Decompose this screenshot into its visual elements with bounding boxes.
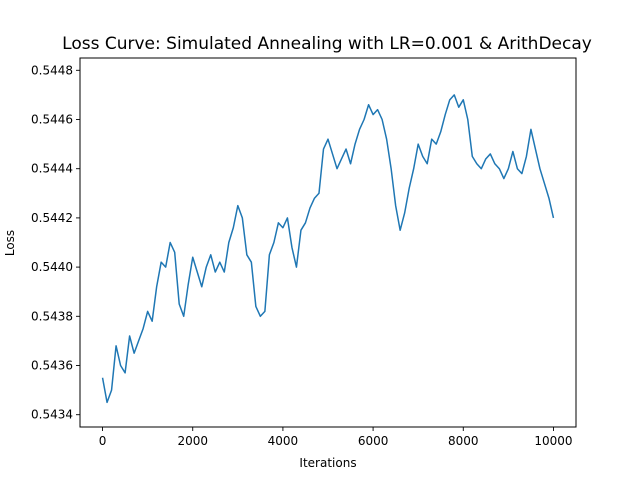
plot-frame <box>79 57 577 428</box>
y-tick-label: 0.5442 <box>31 211 73 225</box>
y-tick-label: 0.5448 <box>31 63 73 77</box>
y-axis-label: Loss <box>3 230 17 256</box>
plot-area <box>101 94 555 404</box>
x-tick-label: 0 <box>99 434 107 448</box>
y-tick-label: 0.5438 <box>31 309 73 323</box>
x-tick-label: 2000 <box>177 434 208 448</box>
y-axis: 0.5434 0.5436 0.5438 0.5440 0.5442 0.5444 0.54… <box>31 63 80 422</box>
y-tick-label: 0.5434 <box>31 408 73 422</box>
x-axis-label: Iterations <box>299 456 356 470</box>
loss-series-line <box>101 94 555 404</box>
y-tick-label: 0.5446 <box>31 113 73 127</box>
y-tick-label: 0.5436 <box>31 359 73 373</box>
y-tick-label: 0.5444 <box>31 162 73 176</box>
x-tick-label: 10000 <box>534 434 572 448</box>
y-tick-label: 0.5440 <box>31 260 73 274</box>
chart-title: Loss Curve: Simulated Annealing with LR=… <box>62 34 592 54</box>
x-tick-label: 4000 <box>268 434 299 448</box>
x-tick-label: 8000 <box>448 434 479 448</box>
x-tick-label: 6000 <box>358 434 389 448</box>
x-axis: 0 2000 4000 6000 8000 10000 <box>99 427 573 448</box>
